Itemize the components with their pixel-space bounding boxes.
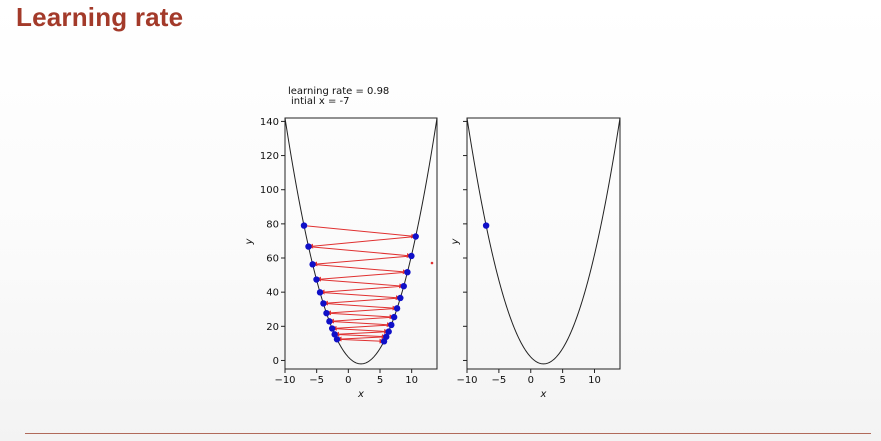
x-tick-label: 5 (559, 375, 565, 386)
data-point (331, 331, 338, 338)
data-point (408, 252, 415, 260)
data-point (412, 233, 419, 240)
x-tick-label: 10 (405, 375, 418, 386)
y-tick-label: 60 (266, 254, 279, 265)
x-tick-label: −5 (309, 375, 324, 386)
x-tick-label: 5 (377, 375, 383, 386)
plot-frame (466, 117, 621, 370)
data-point (313, 276, 320, 283)
step-arrow (319, 285, 404, 295)
step-arrow (319, 291, 401, 301)
data-point (390, 313, 398, 321)
step-arrow (334, 333, 387, 340)
step-arrow (308, 246, 412, 259)
step-arrow (331, 324, 392, 331)
data-point (380, 338, 388, 345)
annotation-initial-x: intial x = -7 (291, 96, 350, 107)
step-arrow (334, 331, 389, 337)
bottom-divider (25, 433, 871, 434)
y-tick-label: 40 (266, 288, 279, 299)
y-tick-label: 80 (266, 219, 279, 230)
step-arrow (312, 263, 408, 275)
x-tick-label: 0 (345, 375, 351, 386)
step-arrow (322, 297, 401, 306)
step-arrow (323, 302, 398, 311)
step-arrow (303, 225, 417, 239)
step-arrow (316, 279, 405, 289)
data-point (393, 305, 401, 312)
y-tick-label: 100 (260, 185, 279, 196)
chart-annotation: learning rate = 0.98 intial x = -7 (288, 87, 389, 107)
data-point (309, 261, 316, 268)
data-point (328, 325, 336, 332)
data-point (333, 336, 341, 343)
y-axis-label: y (244, 237, 255, 245)
step-arrow (312, 255, 412, 267)
y-tick-label: 20 (266, 322, 279, 333)
annotation-learning-rate: learning rate = 0.98 (288, 86, 390, 97)
data-point (400, 282, 407, 290)
x-axis-label: x (540, 389, 547, 400)
data-point (320, 300, 327, 307)
data-point (397, 294, 404, 302)
x-tick-label: 10 (588, 375, 601, 386)
data-point (300, 222, 308, 229)
plot-frame (284, 117, 438, 370)
step-arrow (328, 316, 395, 324)
y-tick-label: 0 (273, 356, 279, 367)
x-tick-label: −10 (274, 375, 295, 386)
data-point (323, 309, 330, 317)
step-arrow (336, 336, 387, 342)
step-arrow (326, 312, 395, 320)
y-axis-label: y (450, 237, 461, 245)
step-arrow (308, 236, 416, 249)
data-point (326, 318, 333, 325)
data-point (385, 328, 392, 335)
data-point (388, 321, 395, 329)
step-arrow (326, 307, 398, 316)
function-curve (466, 117, 621, 365)
x-axis-label: x (357, 389, 364, 400)
y-tick-label: 120 (260, 151, 279, 162)
step-arrow (316, 271, 408, 282)
data-point (305, 243, 312, 250)
step-arrow (336, 338, 385, 344)
x-tick-label: 0 (528, 375, 534, 386)
slide-title: Learning rate (16, 2, 184, 32)
y-tick-label: 140 (260, 117, 279, 128)
right-plot: −10 −5 0 5 10 x y (450, 117, 621, 400)
data-point (404, 268, 411, 276)
step-arrow (329, 320, 392, 328)
x-tick-label: −10 (456, 375, 477, 386)
data-point (316, 289, 324, 296)
x-tick-label: −5 (492, 375, 507, 386)
stray-red-dot (430, 261, 434, 265)
data-point (482, 222, 490, 229)
step-arrow (332, 328, 390, 334)
